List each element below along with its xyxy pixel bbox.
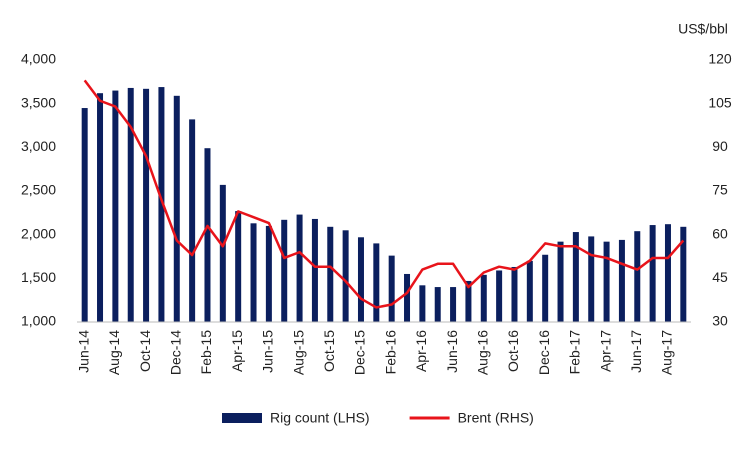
bar [603, 241, 610, 322]
y2-tick-label: 30 [712, 313, 728, 329]
x-tick-label: Apr-15 [229, 330, 245, 372]
y2-tick-label: 75 [712, 182, 728, 198]
bar [81, 108, 88, 323]
bar [572, 232, 579, 322]
bar [250, 223, 257, 322]
bar [588, 236, 595, 322]
y-tick-label: 3,000 [21, 138, 56, 154]
bar [450, 287, 457, 322]
x-tick-label: Feb-15 [198, 330, 214, 375]
bar [311, 218, 318, 322]
bar [511, 266, 518, 322]
x-tick-label: Oct-14 [137, 330, 153, 372]
line [83, 79, 685, 309]
bar [342, 230, 349, 322]
y-tick-label: 4,000 [21, 51, 56, 67]
bar [634, 231, 641, 322]
bar [97, 93, 104, 322]
bar [204, 148, 211, 322]
x-tick-label: Dec-14 [167, 330, 183, 375]
y-tick-label: 2,000 [21, 225, 56, 241]
x-tick-label: Aug-17 [659, 330, 675, 375]
bar [327, 226, 334, 322]
bar [526, 260, 533, 322]
bar [357, 237, 364, 322]
y2-tick-label: 90 [712, 138, 728, 154]
bar [557, 241, 564, 322]
y2-tick-label: 45 [712, 269, 728, 285]
bar [189, 119, 196, 323]
x-tick-label: Jun-14 [75, 330, 91, 373]
x-tick-label: Oct-16 [505, 330, 521, 372]
x-tick-label: Aug-16 [474, 330, 490, 375]
bar [434, 287, 441, 322]
y-tick-label: 3,500 [21, 94, 56, 110]
x-tick-label: Feb-17 [567, 330, 583, 375]
x-tick-label: Jun-17 [628, 330, 644, 373]
x-tick-label: Jun-16 [444, 330, 460, 373]
bar [680, 226, 687, 322]
bar [281, 219, 288, 322]
y-tick-label: 2,500 [21, 182, 56, 198]
x-tick-label: Dec-16 [536, 330, 552, 375]
bar [127, 87, 134, 323]
bar [388, 255, 395, 322]
x-tick-label: Apr-16 [413, 330, 429, 372]
bar [465, 280, 472, 322]
x-tick-label: Oct-15 [321, 330, 337, 372]
x-tick-label: Jun-15 [260, 330, 276, 373]
y-tick-label: 1,000 [21, 313, 56, 329]
y2-axis-label: US$/bbl [678, 21, 728, 37]
bar [235, 211, 242, 322]
bar [296, 214, 303, 322]
bar [219, 184, 226, 322]
y2-tick-label: 105 [708, 94, 732, 110]
bar [158, 87, 165, 322]
y-tick-label: 1,500 [21, 269, 56, 285]
bar [173, 95, 180, 322]
bar [480, 274, 487, 322]
legend-swatch [222, 413, 262, 423]
x-tick-label: Apr-17 [597, 330, 613, 372]
bar [649, 225, 656, 322]
bar [542, 254, 549, 322]
legend-label: Brent (RHS) [458, 410, 534, 426]
bar [404, 273, 411, 322]
bar [373, 243, 380, 322]
bar [664, 224, 671, 322]
bar [143, 88, 150, 322]
x-tick-label: Dec-15 [352, 330, 368, 375]
bar [496, 270, 503, 322]
x-tick-label: Aug-14 [106, 330, 122, 375]
y2-tick-label: 120 [708, 51, 732, 67]
y2-tick-label: 60 [712, 225, 728, 241]
x-tick-label: Aug-15 [290, 330, 306, 375]
x-tick-label: Feb-16 [382, 330, 398, 375]
bar [419, 285, 426, 322]
bar [265, 225, 272, 322]
legend-label: Rig count (LHS) [270, 410, 370, 426]
bar [112, 90, 119, 322]
bar [618, 239, 625, 322]
